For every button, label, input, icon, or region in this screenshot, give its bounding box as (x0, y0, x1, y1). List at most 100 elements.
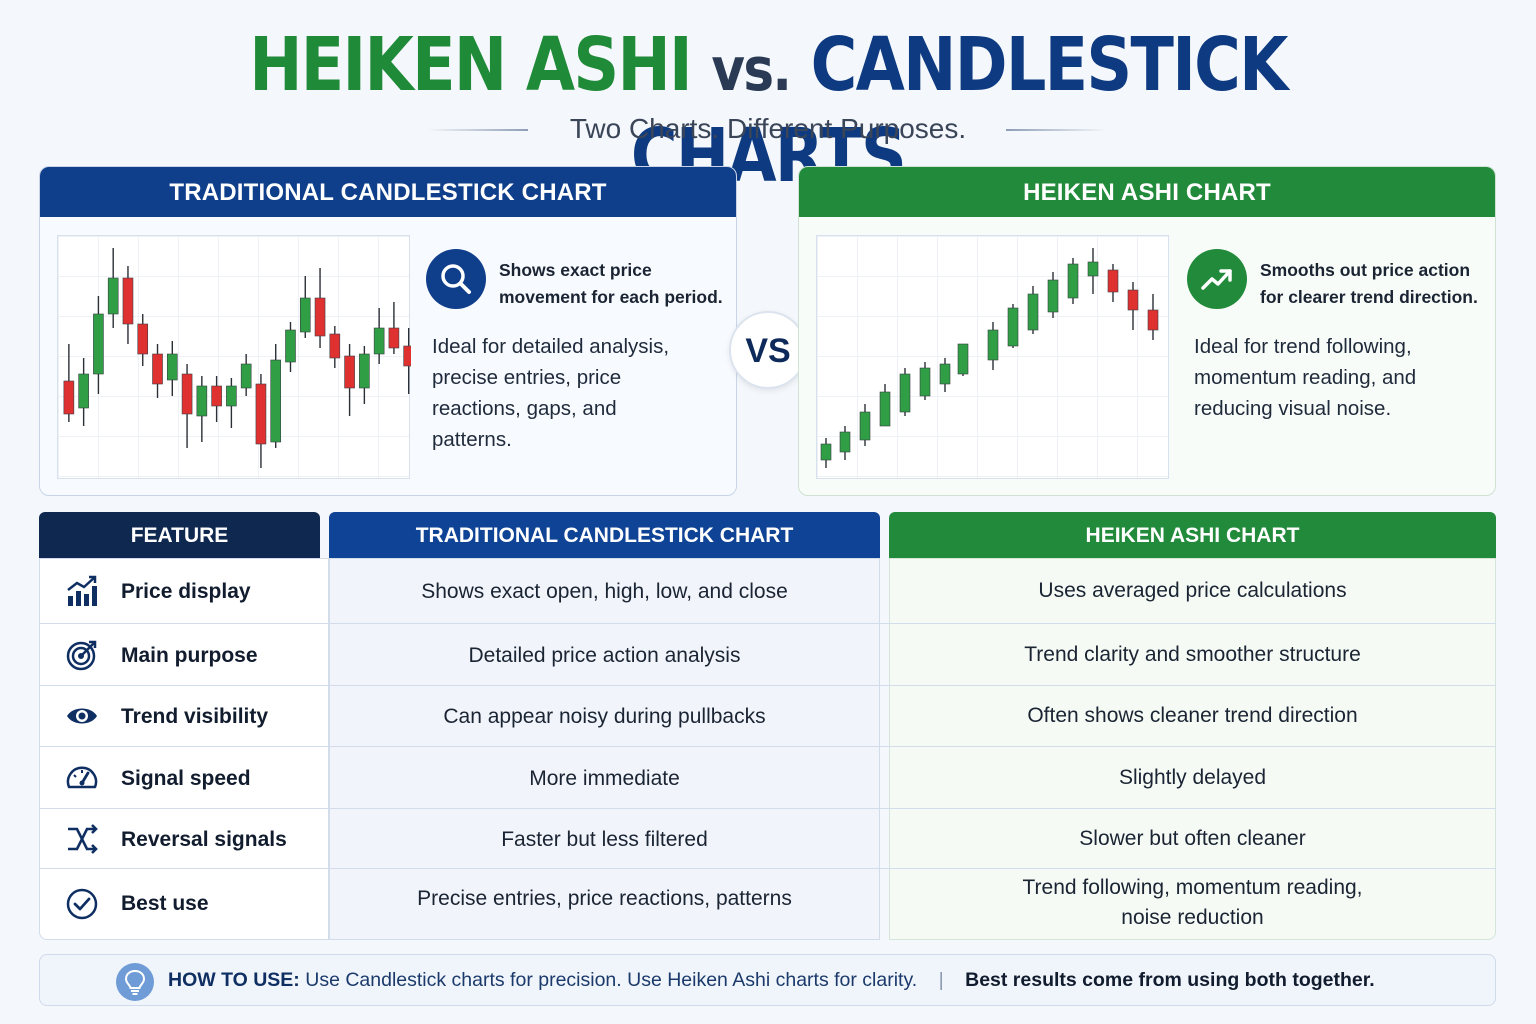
row-divider (39, 868, 1496, 869)
candlestick-candle (166, 341, 178, 396)
shuffle-arrows-icon (68, 824, 98, 854)
candlestick-value: Precise entries, price reactions, patter… (417, 887, 792, 910)
subtitle-divider-right (1006, 129, 1106, 131)
candlestick-candle (181, 364, 193, 448)
heiken-ashi-panel-heading: HEIKEN ASHI CHART (799, 167, 1495, 217)
heiken-ashi-candle (987, 322, 999, 370)
feature-label: Signal speed (121, 767, 251, 790)
row-divider (39, 808, 1496, 809)
heiken-ashi-key-point: Smooths out price action for clearer tre… (1260, 260, 1478, 307)
table-row: Trend visibility Can appear noisy during… (39, 686, 1496, 747)
feature-label: Trend visibility (121, 705, 269, 728)
candlestick-candle (299, 276, 311, 338)
page-subtitle: Two Charts. Different Purposes. (569, 113, 967, 144)
how-to-use-label: HOW TO USE: (168, 969, 300, 991)
candlestick-candle (107, 248, 119, 328)
subtitle-divider-left (428, 129, 528, 131)
heiken-ashi-candle (1027, 286, 1039, 334)
row-divider (39, 623, 1496, 624)
title-heiken-ashi: HEIKEN ASHI (249, 22, 692, 108)
heiken-ashi-candles (820, 248, 1159, 468)
heiken-ashi-candle (919, 362, 931, 400)
heiken-ashi-candle (1047, 272, 1059, 318)
table-header-feature: FEATURE (39, 512, 320, 558)
row-divider (39, 746, 1496, 747)
footer-separator: | (938, 969, 944, 991)
how-to-use-text: HOW TO USE: Use Candlestick charts for p… (168, 969, 1375, 992)
heiken-ashi-description: Ideal for trend following, momentum read… (1194, 335, 1417, 420)
candlestick-description: Ideal for detailed analysis, precise ent… (432, 335, 670, 451)
how-to-use-emphasis: Best results come from using both togeth… (965, 969, 1375, 991)
title-vs: vs. (711, 35, 792, 105)
candlestick-value: Shows exact open, high, low, and close (421, 580, 788, 603)
table-row: Main purpose Detailed price action analy… (39, 624, 1496, 686)
candlestick-candle (344, 344, 355, 416)
candlestick-candle (240, 354, 252, 396)
candlestick-value: Can appear noisy during pullbacks (443, 705, 766, 728)
candlestick-candle (63, 344, 75, 422)
heiken-ashi-value: Trend clarity and smoother structure (1024, 643, 1361, 666)
how-to-use-banner: HOW TO USE: Use Candlestick charts for p… (39, 954, 1496, 1006)
candlestick-candle (359, 346, 370, 404)
heiken-ashi-column (889, 558, 1496, 940)
heiken-ashi-candle (1087, 248, 1099, 294)
candlestick-candle (373, 308, 385, 364)
candlestick-candle (152, 344, 163, 398)
candlestick-panel-heading: TRADITIONAL CANDLESTICK CHART (40, 167, 736, 217)
candlestick-sample-chart (57, 235, 411, 479)
candlestick-value: More immediate (529, 767, 680, 790)
candlestick-column (329, 558, 880, 940)
candlestick-candle (211, 376, 222, 422)
heiken-ashi-candle (820, 438, 832, 468)
candlestick-candle (388, 302, 400, 354)
candlestick-key-point: Shows exact price movement for each peri… (499, 260, 723, 307)
candlestick-value: Detailed price action analysis (468, 644, 741, 667)
heiken-ashi-value: Slower but often cleaner (1079, 827, 1306, 850)
heiken-ashi-panel: HEIKEN ASHI CHART Smooths out price acti… (798, 166, 1496, 496)
candlestick-value: Faster but less filtered (501, 828, 708, 851)
feature-label: Best use (121, 892, 209, 915)
heiken-ashi-value: Trend following, momentum reading, noise… (1022, 876, 1363, 929)
table-row: Best use Precise entries, price reaction… (39, 869, 1496, 940)
table-header-candlestick: TRADITIONAL CANDLESTICK CHART (329, 512, 880, 558)
speedometer-icon (66, 766, 98, 789)
candlestick-candle (93, 296, 104, 394)
heiken-ashi-value: Often shows cleaner trend direction (1027, 704, 1358, 727)
heiken-ashi-candle (839, 426, 851, 460)
feature-label: Reversal signals (121, 828, 287, 851)
candlestick-candle (196, 376, 208, 442)
heiken-ashi-candle (1127, 282, 1139, 330)
eye-icon (67, 708, 97, 724)
candlestick-candle (329, 326, 341, 368)
candlestick-candles (63, 248, 411, 468)
magnifier-icon (426, 249, 486, 309)
candlestick-candle (285, 322, 296, 372)
check-circle-icon (66, 888, 98, 920)
candlestick-candle (255, 374, 267, 468)
heiken-ashi-candle (1067, 258, 1079, 304)
heiken-ashi-candle (899, 368, 911, 416)
table-row: Price display Shows exact open, high, lo… (39, 558, 1496, 624)
heiken-ashi-value: Slightly delayed (1118, 766, 1267, 789)
feature-column (39, 558, 329, 940)
lightbulb-icon (116, 963, 154, 1001)
candlestick-candle (314, 268, 326, 348)
candlestick-candle (78, 358, 89, 426)
heiken-ashi-candle (957, 343, 969, 376)
how-to-use-body: Use Candlestick charts for precision. Us… (305, 969, 918, 991)
comparison-table: FEATURE TRADITIONAL CANDLESTICK CHART HE… (39, 512, 1496, 940)
feature-label: Price display (121, 580, 251, 603)
table-row: Signal speed More immediate Slightly del… (39, 747, 1496, 809)
bar-chart-up-icon (67, 575, 97, 606)
vs-badge: VS (729, 311, 807, 389)
candlestick-candle (226, 378, 237, 428)
target-icon (66, 640, 97, 671)
heiken-ashi-candle (1147, 294, 1159, 340)
candlestick-candle (403, 328, 411, 394)
heiken-ashi-value: Uses averaged price calculations (1038, 579, 1347, 602)
candlestick-candle (122, 266, 134, 344)
candlestick-panel: TRADITIONAL CANDLESTICK CHART Shows exac… (39, 166, 737, 496)
table-header-heiken-ashi: HEIKEN ASHI CHART (889, 512, 1496, 558)
table-row: Reversal signals Faster but less filtere… (39, 809, 1496, 869)
heiken-ashi-candle (1007, 304, 1019, 348)
